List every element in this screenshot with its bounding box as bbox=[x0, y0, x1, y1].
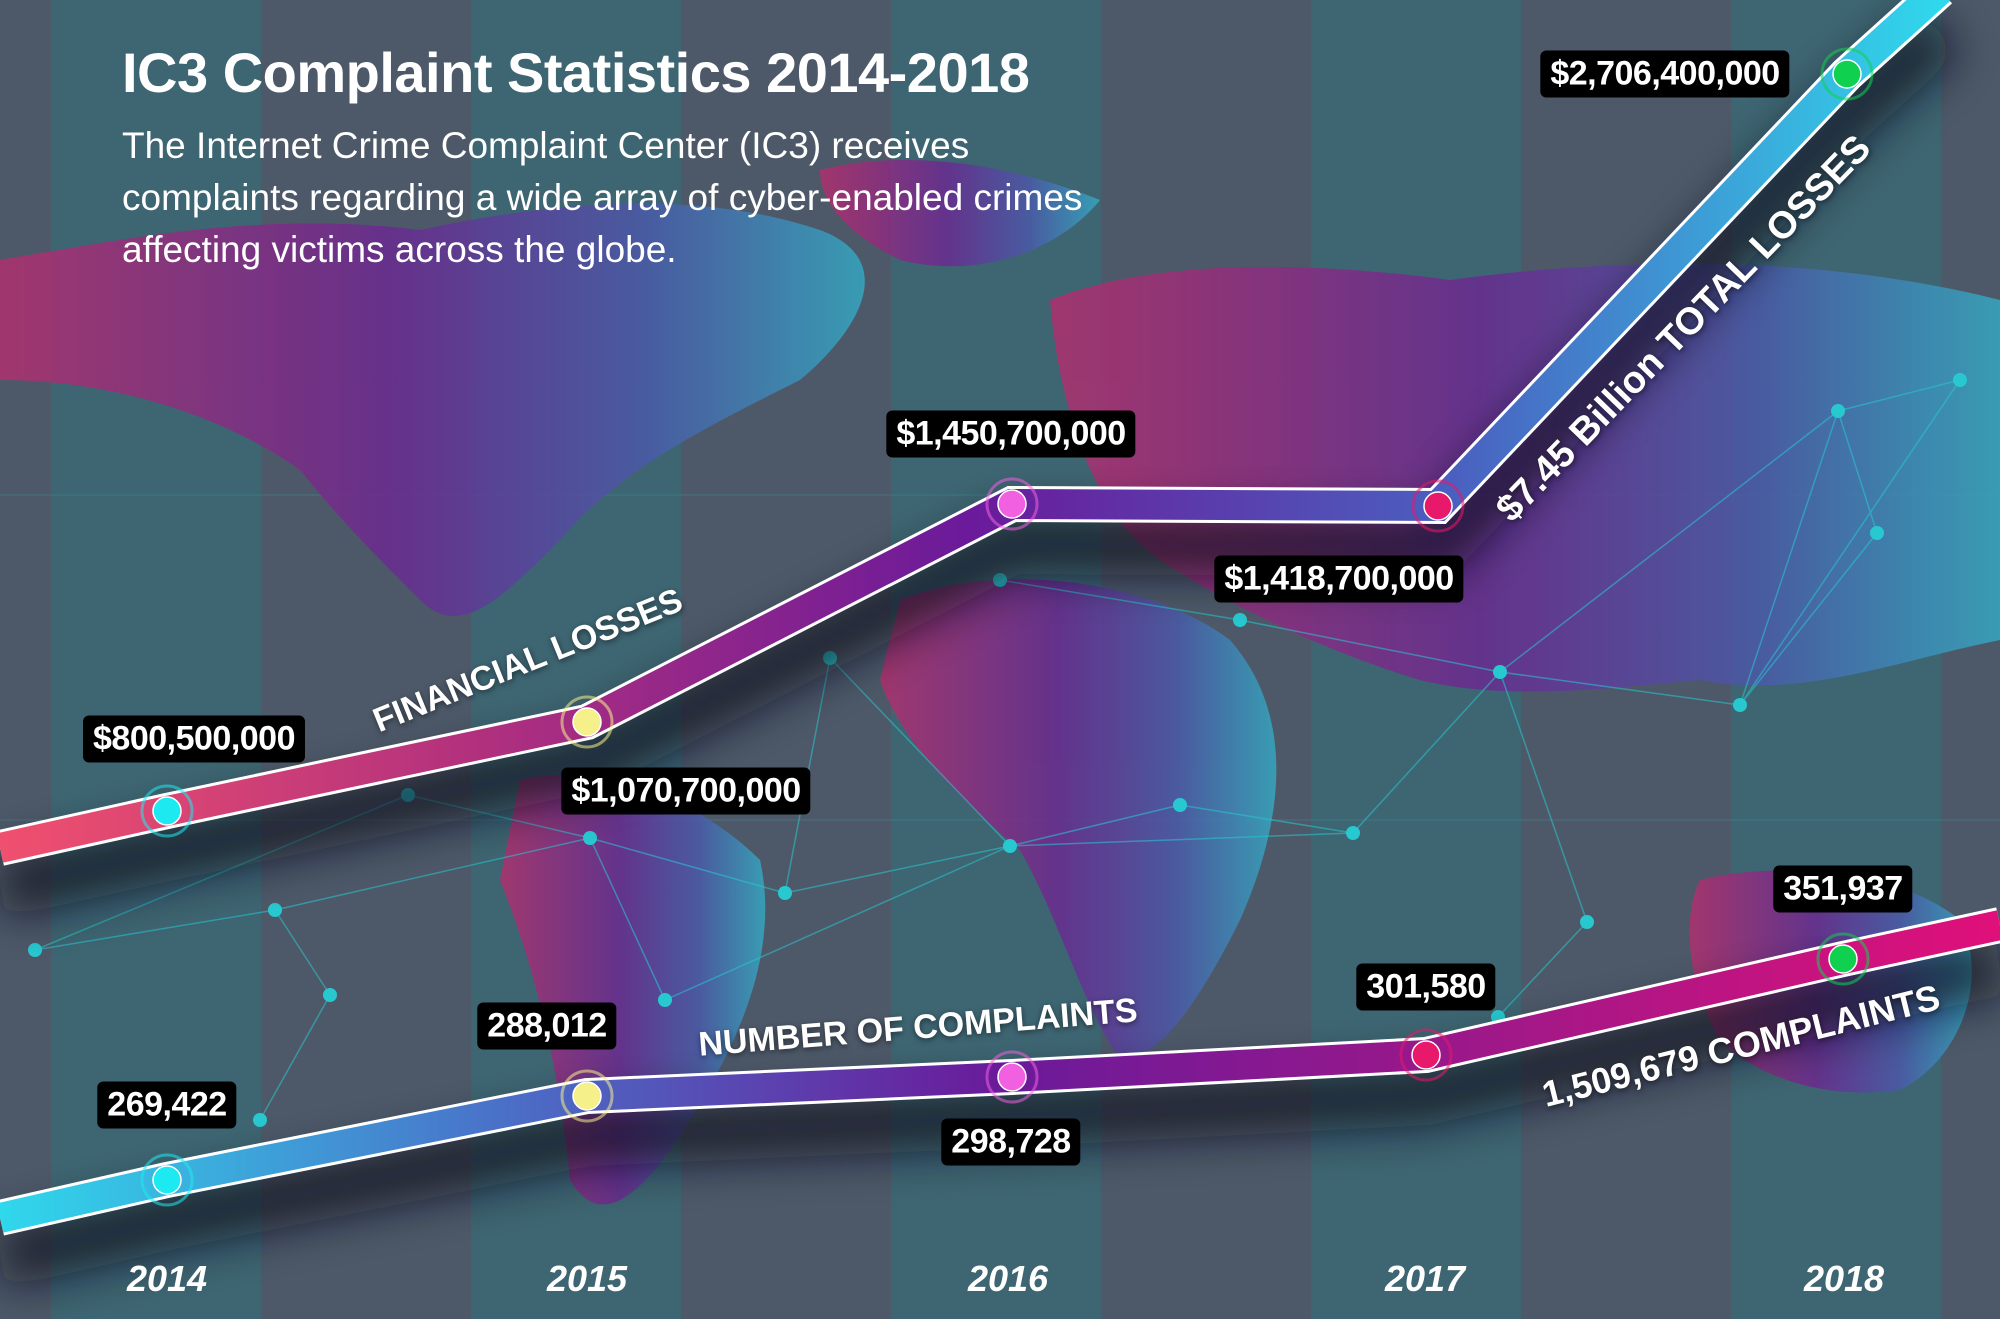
loss-label-2015: $1,070,700,000 bbox=[561, 767, 811, 815]
network-link bbox=[1739, 410, 1839, 706]
network-link bbox=[1739, 532, 1878, 706]
network-node bbox=[268, 903, 282, 917]
line-shadows bbox=[0, 7, 2000, 1288]
network-link bbox=[1179, 804, 1354, 834]
network-link bbox=[589, 837, 786, 894]
network-node bbox=[253, 1113, 267, 1127]
network-node bbox=[658, 993, 672, 1007]
network-link bbox=[589, 837, 666, 1001]
data-point-ring bbox=[1399, 1028, 1453, 1082]
network-node bbox=[1346, 826, 1360, 840]
network-node bbox=[1580, 915, 1594, 929]
network-nodes bbox=[28, 373, 1967, 1127]
page-description: The Internet Crime Complaint Center (IC3… bbox=[122, 125, 1083, 270]
network-link bbox=[1499, 410, 1839, 673]
network-link bbox=[1739, 379, 1961, 706]
x-tick-2014: 2014 bbox=[126, 1258, 208, 1299]
network-link bbox=[1239, 619, 1501, 673]
network-link bbox=[829, 657, 1011, 847]
data-point-ring bbox=[560, 695, 614, 749]
network-link bbox=[664, 845, 1011, 1001]
data-point-ring bbox=[1820, 47, 1874, 101]
x-tick-2017: 2017 bbox=[1384, 1258, 1466, 1299]
page-title: IC3 Complaint Statistics 2014-2018 bbox=[122, 41, 1030, 104]
network-node bbox=[1493, 665, 1507, 679]
data-point-2016 bbox=[997, 489, 1027, 519]
network-node bbox=[778, 886, 792, 900]
loss-label-2014: $800,500,000 bbox=[83, 715, 305, 763]
data-point-ring bbox=[140, 1153, 194, 1207]
network-link bbox=[784, 845, 1011, 894]
network-node bbox=[1870, 526, 1884, 540]
complaint-label-2018: 351,937 bbox=[1773, 865, 1913, 913]
data-points bbox=[140, 47, 1874, 1207]
x-tick-2015: 2015 bbox=[546, 1258, 628, 1299]
network-link bbox=[34, 909, 276, 951]
data-point-2017 bbox=[1411, 1040, 1441, 1070]
network-link bbox=[259, 994, 331, 1121]
data-point-2014 bbox=[152, 796, 182, 826]
data-point-2017 bbox=[1423, 491, 1453, 521]
data-point-2014 bbox=[152, 1165, 182, 1195]
network-link bbox=[1837, 379, 1961, 412]
complaint-label-2016: 298,728 bbox=[941, 1118, 1081, 1166]
series-shadow bbox=[0, 7, 1961, 918]
network-link bbox=[1009, 832, 1354, 847]
x-tick-2018: 2018 bbox=[1803, 1258, 1885, 1299]
network-link bbox=[1497, 921, 1588, 1018]
data-point-ring bbox=[1411, 479, 1465, 533]
network-link bbox=[1499, 671, 1588, 923]
complaint-label-2015: 288,012 bbox=[477, 1002, 617, 1050]
complaint-label-2017: 301,580 bbox=[1356, 963, 1496, 1011]
data-point-ring bbox=[140, 784, 194, 838]
network-link bbox=[274, 837, 591, 911]
network-node bbox=[1233, 613, 1247, 627]
network-node bbox=[1003, 839, 1017, 853]
network-node bbox=[1173, 798, 1187, 812]
data-point-2015 bbox=[572, 1081, 602, 1111]
network-node bbox=[1733, 698, 1747, 712]
data-point-ring bbox=[985, 1050, 1039, 1104]
network-node bbox=[28, 943, 42, 957]
data-point-2018 bbox=[1832, 59, 1862, 89]
network-link bbox=[1499, 671, 1741, 706]
network-node bbox=[1953, 373, 1967, 387]
loss-label-2016: $1,450,700,000 bbox=[886, 410, 1136, 458]
network-node bbox=[323, 988, 337, 1002]
network-connections bbox=[34, 379, 1961, 1121]
data-point-2015 bbox=[572, 707, 602, 737]
network-node bbox=[1831, 404, 1845, 418]
network-link bbox=[1009, 804, 1181, 847]
network-node bbox=[583, 831, 597, 845]
data-point-ring bbox=[985, 477, 1039, 531]
data-point-ring bbox=[560, 1069, 614, 1123]
data-point-2016 bbox=[997, 1062, 1027, 1092]
series-shadow bbox=[0, 935, 2000, 1288]
network-link bbox=[999, 579, 1241, 621]
network-link bbox=[1352, 671, 1501, 834]
x-tick-2016: 2016 bbox=[967, 1258, 1049, 1299]
data-point-2018 bbox=[1828, 944, 1858, 974]
complaint-label-2014: 269,422 bbox=[97, 1081, 237, 1129]
loss-label-2018: $2,706,400,000 bbox=[1540, 50, 1790, 98]
data-point-ring bbox=[1816, 932, 1870, 986]
network-link bbox=[274, 909, 331, 996]
loss-label-2017: $1,418,700,000 bbox=[1214, 555, 1464, 603]
